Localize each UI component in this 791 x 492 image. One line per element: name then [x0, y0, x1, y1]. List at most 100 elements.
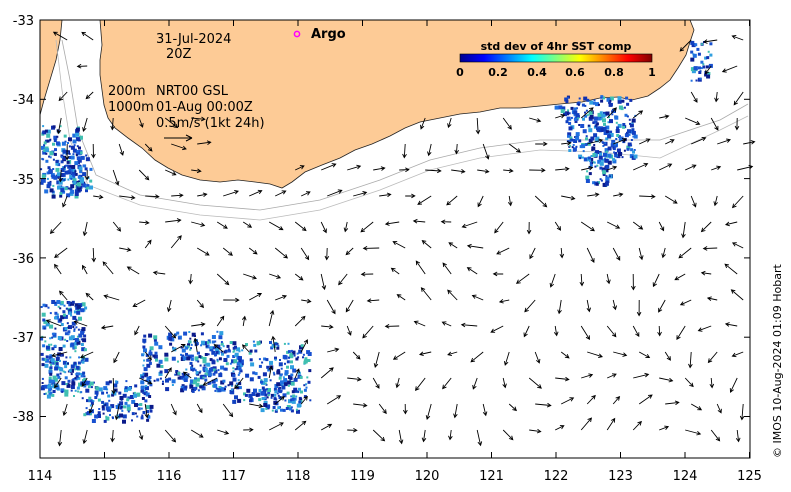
sst-pixel	[50, 385, 53, 388]
sst-pixel	[92, 400, 95, 402]
sst-pixel	[69, 175, 74, 179]
current-arrow-icon	[360, 221, 374, 233]
current-arrow-icon	[139, 220, 150, 225]
sst-pixel	[134, 412, 137, 415]
sst-pixel	[706, 74, 711, 79]
sst-pixel	[290, 409, 294, 413]
sst-pixel	[152, 354, 156, 358]
sst-pixel	[589, 163, 593, 167]
sst-pixel	[584, 111, 586, 114]
sst-pixel	[280, 408, 283, 412]
sst-pixel	[164, 357, 169, 362]
sst-pixel	[629, 98, 633, 102]
sst-pixel	[59, 307, 62, 310]
sst-pixel	[49, 337, 52, 340]
sst-pixel	[202, 359, 207, 364]
sst-pixel	[77, 187, 82, 192]
sst-pixel	[55, 141, 60, 146]
sst-pixel	[126, 404, 131, 409]
current-arrow-icon	[475, 117, 481, 135]
current-arrow-icon	[396, 294, 406, 301]
sst-pixel	[573, 117, 577, 121]
sst-pixel	[584, 114, 588, 118]
sst-pixel	[607, 134, 612, 139]
sst-pixel	[193, 379, 197, 384]
sst-pixel	[253, 388, 257, 393]
current-arrow-icon	[145, 194, 160, 199]
sst-pixel	[139, 403, 143, 406]
sst-pixel	[101, 400, 105, 404]
sst-pixel	[297, 390, 300, 393]
sst-pixel	[595, 182, 599, 186]
sst-pixel	[73, 310, 77, 314]
sst-pixel	[280, 367, 283, 370]
sst-pixel	[98, 387, 103, 392]
sst-pixel	[300, 344, 304, 348]
sst-pixel	[255, 393, 259, 397]
current-arrow-icon	[716, 403, 722, 414]
sst-pixel	[89, 167, 93, 171]
sst-pixel	[159, 377, 162, 380]
sst-pixel	[49, 324, 54, 329]
current-arrow-icon	[82, 117, 88, 133]
current-arrow-icon	[196, 247, 210, 256]
sst-pixel	[108, 380, 112, 384]
sst-pixel	[83, 384, 87, 388]
sst-pixel	[558, 105, 563, 110]
sst-pixel	[260, 391, 265, 396]
sst-pixel	[286, 360, 290, 364]
sst-pixel	[83, 334, 87, 338]
sst-pixel	[196, 372, 200, 376]
current-arrow-icon	[248, 247, 258, 255]
sst-pixel	[48, 391, 53, 396]
sst-pixel	[570, 138, 574, 142]
current-arrow-icon	[665, 139, 675, 145]
sst-pixel	[602, 182, 607, 187]
sst-pixel	[42, 344, 46, 348]
current-arrow-icon	[735, 429, 741, 443]
current-arrow-icon	[57, 429, 63, 447]
sst-pixel	[199, 364, 202, 367]
sst-pixel	[253, 343, 257, 347]
sst-pixel	[153, 379, 156, 382]
sst-pixel	[40, 181, 44, 185]
sst-pixel	[76, 185, 81, 190]
sst-pixel	[194, 356, 199, 361]
sst-pixel	[220, 380, 225, 385]
current-arrow-icon	[405, 193, 416, 199]
current-arrow-icon	[300, 247, 310, 261]
sst-pixel	[298, 404, 302, 407]
current-arrow-icon	[561, 195, 576, 201]
sst-pixel	[568, 140, 572, 144]
sst-pixel	[49, 356, 52, 359]
current-arrow-icon	[579, 273, 585, 287]
sst-pixel	[605, 179, 610, 183]
sst-pixel	[44, 129, 48, 133]
sst-pixel	[282, 354, 287, 359]
sst-pixel	[290, 360, 293, 364]
sst-pixel	[53, 152, 57, 156]
sst-pixel	[595, 153, 598, 157]
sst-pixel	[87, 385, 91, 389]
sst-pixel	[94, 396, 98, 399]
sst-pixel	[290, 373, 294, 377]
sst-pixel	[249, 396, 253, 400]
sst-pixel	[239, 362, 244, 367]
sst-pixel	[48, 383, 51, 387]
current-arrow-icon	[62, 403, 68, 416]
sst-pixel	[76, 145, 79, 148]
sst-pixel	[189, 337, 192, 340]
sst-pixel	[588, 172, 592, 176]
current-arrow-icon	[84, 169, 90, 181]
sst-pixel	[79, 170, 83, 174]
sst-pixel	[305, 383, 308, 386]
sst-pixel	[48, 369, 53, 374]
sst-pixel	[616, 154, 621, 159]
sst-pixel	[82, 358, 85, 361]
sst-pixel	[602, 127, 607, 131]
sst-pixel	[169, 342, 173, 346]
sst-pixel	[615, 138, 618, 140]
sst-pixel	[129, 395, 134, 399]
sst-pixel	[52, 390, 56, 393]
sst-pixel	[63, 156, 67, 160]
